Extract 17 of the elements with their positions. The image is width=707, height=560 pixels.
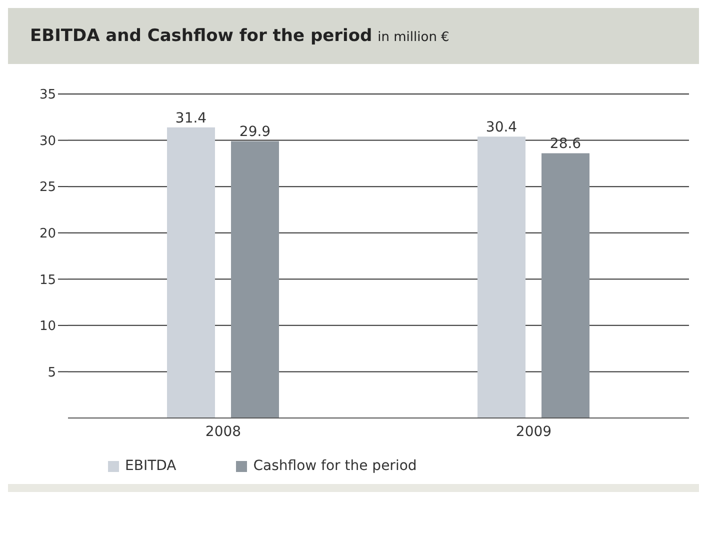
y-tick-label: 35 (39, 88, 56, 103)
data-label: 30.4 (486, 120, 518, 136)
legend-label: Cashflow for the period (252, 458, 417, 474)
chart-subtitle: in million € (378, 30, 450, 45)
y-tick-label: 5 (48, 365, 56, 380)
data-label: 31.4 (175, 110, 207, 126)
y-tick-label: 20 (39, 226, 56, 242)
y-tick-label: 15 (39, 272, 56, 288)
legend-label: EBITDA (124, 458, 176, 474)
data-label: 28.6 (550, 136, 582, 152)
x-tick-label: 2009 (516, 424, 552, 440)
y-tick-label: 25 (39, 180, 56, 196)
x-tick-label: 2008 (205, 424, 242, 440)
y-tick-label: 30 (39, 134, 56, 149)
chart-title: EBITDA and Cashflow for the period (30, 26, 372, 46)
y-tick-label: 10 (39, 319, 56, 334)
data-label: 29.9 (239, 124, 271, 140)
